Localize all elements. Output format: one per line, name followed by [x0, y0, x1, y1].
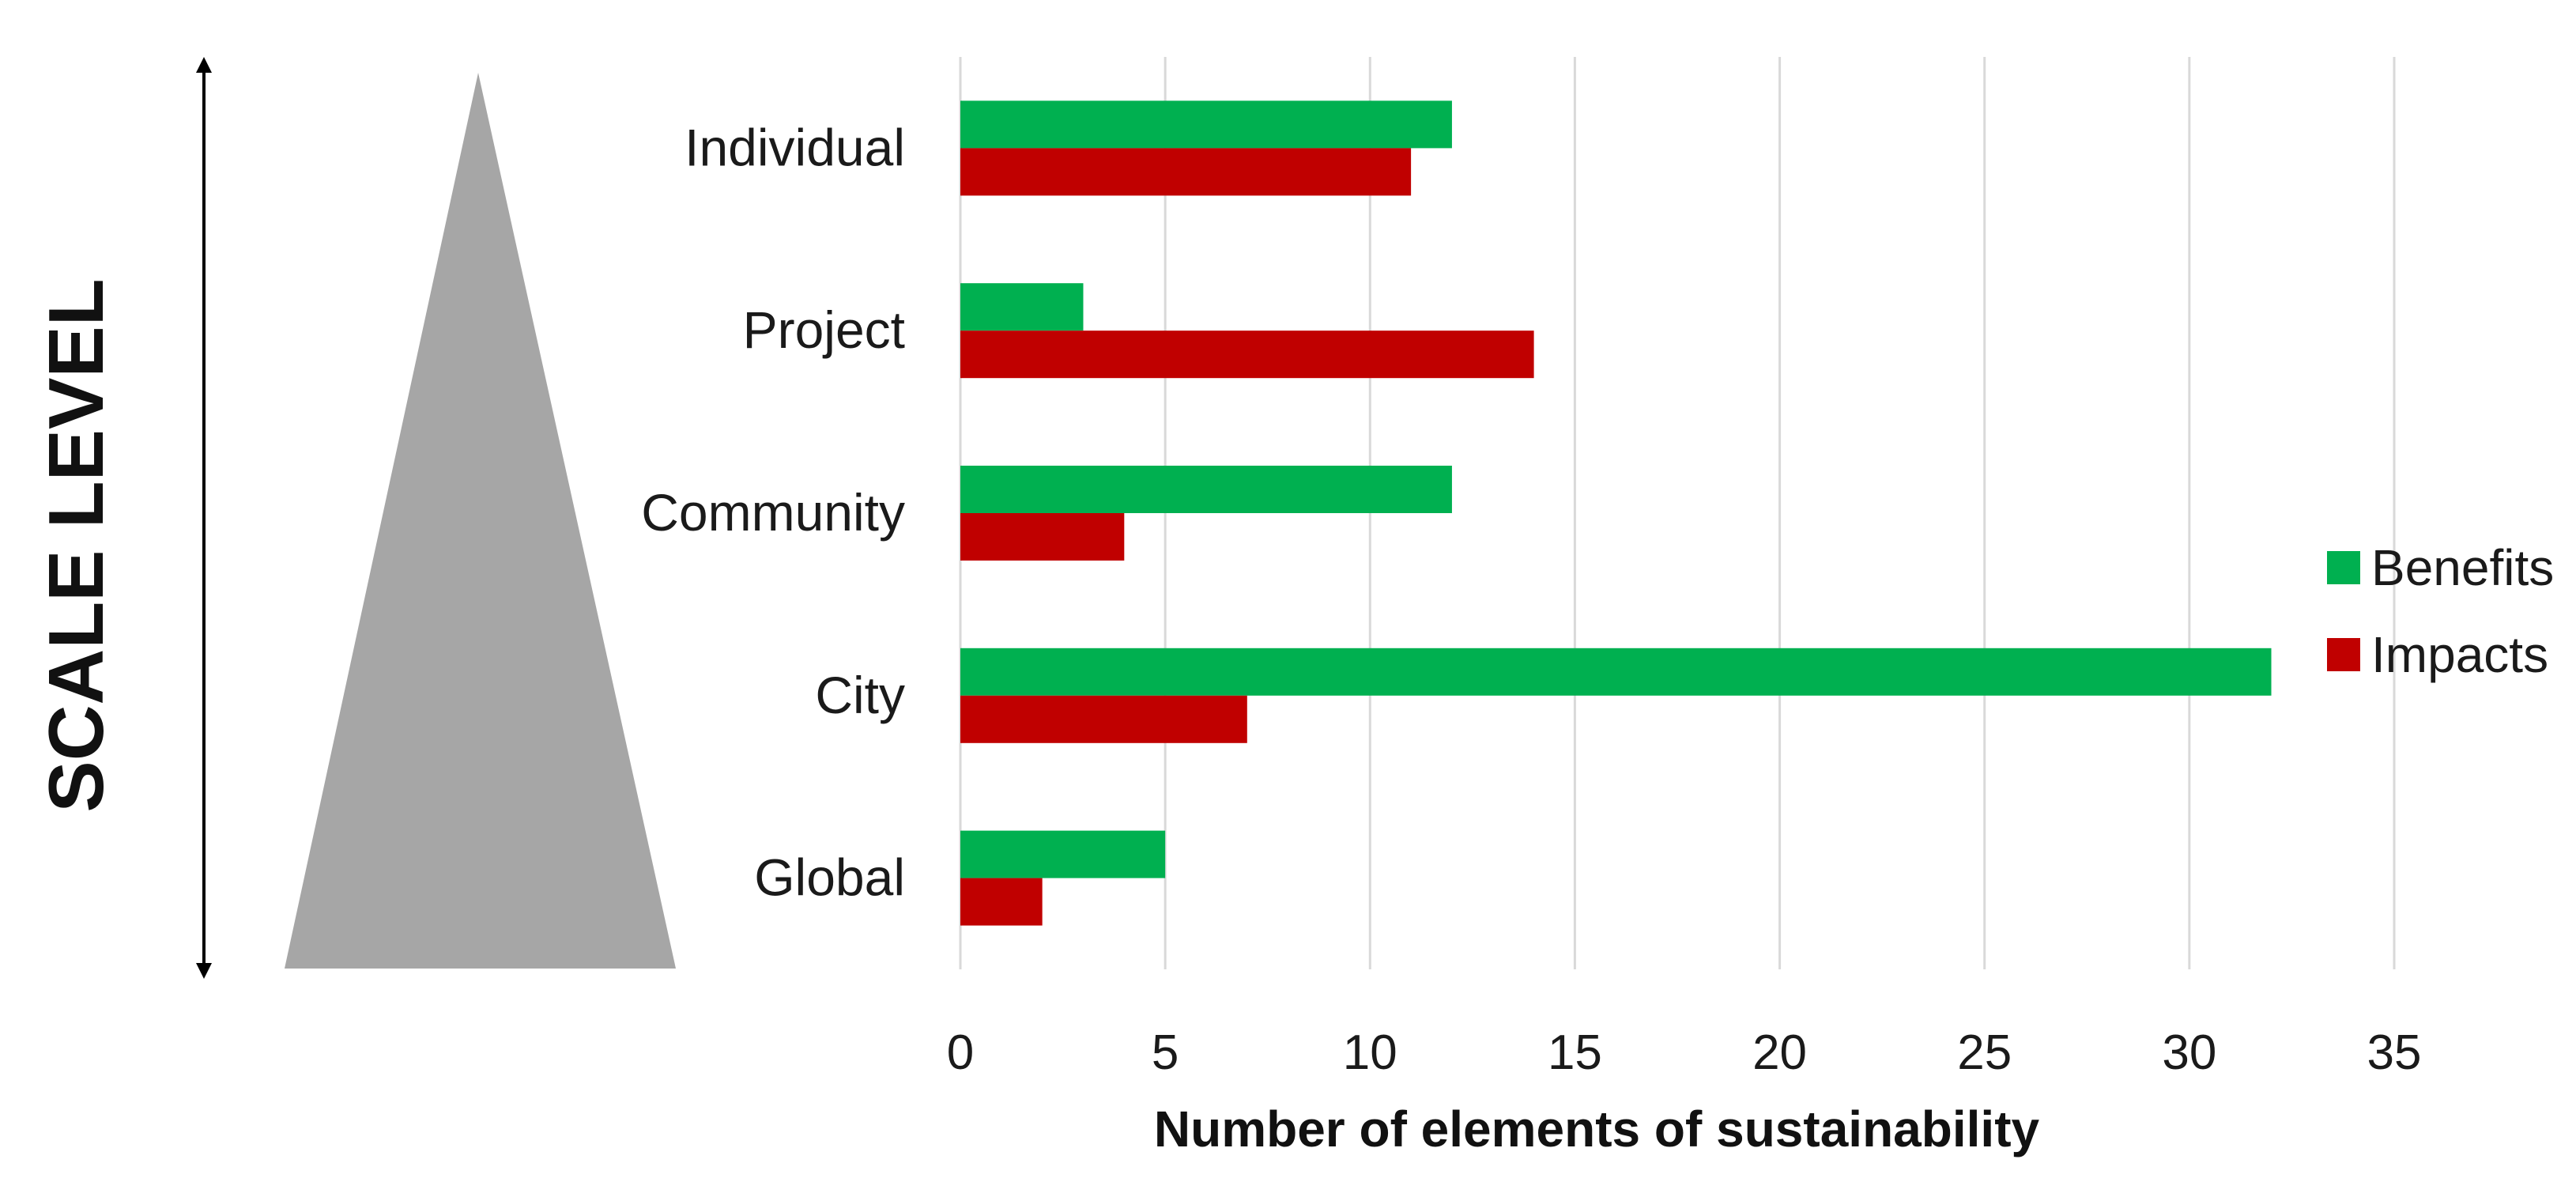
category-label-project: Project	[743, 300, 905, 359]
x-axis-title: Number of elements of sustainability	[1154, 1101, 2040, 1157]
bar-benefits-global	[960, 830, 1166, 878]
bar-impacts-project	[960, 330, 1534, 379]
x-tick-label-30: 30	[2162, 1025, 2216, 1080]
category-label-city: City	[815, 666, 905, 724]
category-label-community: Community	[641, 483, 905, 542]
legend-swatch-impacts	[2327, 638, 2360, 671]
legend-label-benefits: Benefits	[2371, 539, 2554, 596]
category-label-individual: Individual	[685, 118, 905, 176]
legend-swatch-benefits	[2327, 551, 2360, 584]
x-tick-label-0: 0	[947, 1025, 974, 1080]
category-labels: Individual Project Community City Global	[641, 118, 905, 906]
scale-triangle	[285, 73, 676, 969]
bar-impacts-global	[960, 878, 1043, 926]
scale-level-label: SCALE LEVEL	[32, 278, 119, 812]
bar-impacts-city	[960, 695, 1247, 743]
category-label-global: Global	[754, 848, 905, 907]
grid-lines	[959, 57, 2396, 969]
bars	[960, 100, 2272, 926]
legend-label-impacts: Impacts	[2371, 626, 2548, 683]
bar-benefits-community	[960, 466, 1452, 513]
tick-labels: 0 5 10 15 20 25 30 35	[947, 1025, 2422, 1080]
bar-benefits-city	[960, 648, 2272, 696]
x-tick-label-15: 15	[1548, 1025, 1602, 1080]
x-tick-label-5: 5	[1152, 1025, 1179, 1080]
x-tick-label-20: 20	[1752, 1025, 1807, 1080]
bar-impacts-individual	[960, 148, 1412, 196]
legend: Benefits Impacts	[2327, 539, 2554, 683]
x-tick-label-10: 10	[1343, 1025, 1397, 1080]
bar-benefits-project	[960, 283, 1084, 331]
x-tick-label-25: 25	[1957, 1025, 2012, 1080]
x-tick-label-35: 35	[2367, 1025, 2422, 1080]
bar-benefits-individual	[960, 100, 1452, 149]
bar-impacts-community	[960, 513, 1125, 561]
